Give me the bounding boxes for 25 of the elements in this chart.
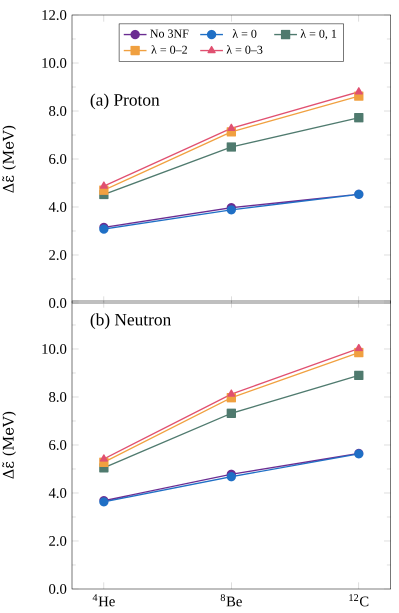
y-tick-label: 0.0	[49, 584, 66, 594]
y-tick-label: 0.0	[49, 298, 66, 308]
y-tick-label: 6.0	[49, 440, 66, 450]
annotation: (b) Neutron	[90, 313, 171, 330]
legend-label: λ = 0–3	[226, 45, 262, 54]
y-tick-label: 10.0	[42, 58, 66, 68]
y-tick-label: 8.0	[49, 106, 66, 116]
y-tick-label: 6.0	[49, 154, 66, 164]
x-tick-label: $^{8}$Be	[220, 594, 242, 606]
x-tick-label: $^{4}$He	[92, 594, 115, 606]
legend-label: λ = 0, 1	[300, 29, 336, 40]
y-tick-label: 12.0	[42, 10, 66, 20]
y-tick-label: 4.0	[48, 488, 66, 498]
annotation: (a) Proton	[90, 94, 160, 110]
y-axis-title: Δε̃ (MeV)	[2, 126, 16, 193]
y-tick-label: 2.0	[49, 536, 66, 546]
y-tick-label: 8.0	[49, 392, 66, 402]
y-tick-label: 2.0	[49, 250, 66, 260]
legend-label: λ = 0–2	[151, 45, 187, 54]
y-tick-label: 10.0	[42, 344, 66, 354]
legend-label: No 3NF	[150, 29, 188, 38]
legend-label: λ = 0	[232, 29, 256, 38]
y-tick-label: 4.0	[48, 202, 66, 212]
x-tick-label: $^{12}$C	[349, 594, 368, 606]
y-axis-title: Δε̃ (MeV)	[2, 412, 16, 479]
